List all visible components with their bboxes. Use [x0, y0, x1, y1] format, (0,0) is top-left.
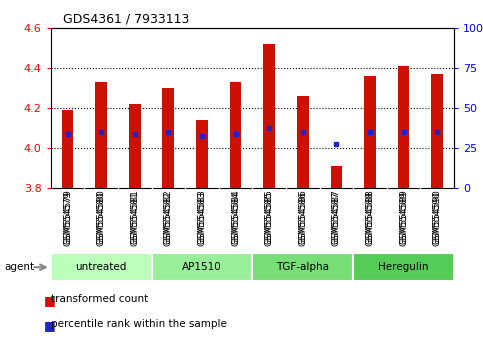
Text: GSM554581: GSM554581: [130, 191, 139, 246]
Text: agent: agent: [5, 262, 35, 272]
Bar: [62, 110, 73, 188]
Text: GSM554590: GSM554590: [433, 191, 442, 246]
Bar: [253, 253, 353, 281]
Bar: [431, 74, 443, 188]
Bar: [353, 253, 454, 281]
Text: percentile rank within the sample: percentile rank within the sample: [51, 319, 227, 329]
Bar: [152, 253, 253, 281]
Text: GSM554583: GSM554583: [198, 191, 206, 246]
Text: GSM554584: GSM554584: [231, 191, 240, 246]
Bar: [196, 120, 208, 188]
Bar: [364, 76, 376, 188]
Bar: [95, 82, 107, 188]
Bar: [162, 88, 174, 188]
Text: transformed count: transformed count: [51, 294, 148, 304]
Text: GSM554579: GSM554579: [63, 191, 72, 246]
Text: untreated: untreated: [75, 262, 127, 272]
Text: ■: ■: [43, 294, 55, 307]
Text: Heregulin: Heregulin: [378, 262, 429, 272]
Bar: [129, 104, 141, 188]
Text: AP1510: AP1510: [182, 262, 222, 272]
Text: GSM554588: GSM554588: [366, 191, 374, 246]
Text: GSM554589: GSM554589: [399, 191, 408, 246]
Text: TGF-alpha: TGF-alpha: [276, 262, 329, 272]
Text: GSM554582: GSM554582: [164, 191, 173, 246]
Bar: [230, 82, 242, 188]
Bar: [263, 44, 275, 188]
Bar: [51, 253, 152, 281]
Bar: [398, 66, 410, 188]
Text: GSM554587: GSM554587: [332, 191, 341, 246]
Text: GSM554580: GSM554580: [97, 191, 106, 246]
Text: GSM554586: GSM554586: [298, 191, 307, 246]
Text: ■: ■: [43, 319, 55, 332]
Bar: [330, 166, 342, 188]
Text: GDS4361 / 7933113: GDS4361 / 7933113: [63, 12, 189, 25]
Text: GSM554585: GSM554585: [265, 191, 274, 246]
Bar: [297, 96, 309, 188]
